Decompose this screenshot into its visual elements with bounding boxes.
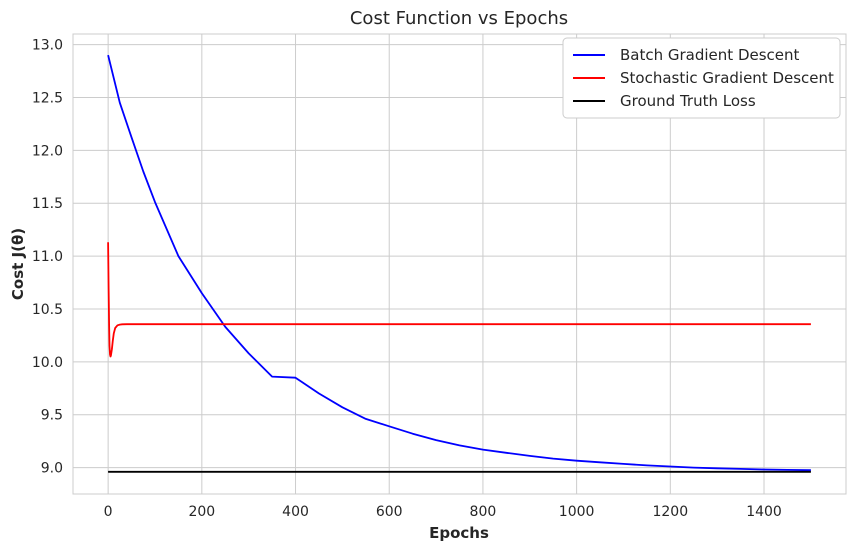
x-tick-labels: 0 200 400 600 800 1000 1200 1400: [104, 504, 782, 520]
legend-item: Batch Gradient Descent: [573, 46, 800, 64]
series-group: [107, 54, 811, 473]
x-tick-label: 800: [470, 504, 497, 520]
y-tick-label: 11.5: [32, 196, 63, 212]
legend-box: [562, 37, 841, 119]
plot-area-border: [72, 33, 847, 495]
x-tick-label: 1400: [746, 504, 782, 520]
x-axis-title: Epochs: [429, 524, 489, 542]
y-tick-label: 11.0: [32, 249, 63, 265]
series-line-stochastic-gradient-descent: [107, 242, 811, 358]
x-tick-label: 0: [104, 504, 113, 520]
legend-item: Ground Truth Loss: [573, 92, 756, 110]
y-tick-label: 9.0: [41, 461, 63, 477]
y-tick-label: 12.0: [32, 143, 63, 159]
y-tick-labels: 9.0 9.5 10.0 10.5 11.0 11.5 12.0 12.5 13.0: [32, 38, 63, 477]
y-tick-label: 12.5: [32, 90, 63, 106]
y-axis-title: Cost J(θ): [9, 228, 27, 300]
y-tick-label: 13.0: [32, 38, 63, 54]
x-tick-label: 200: [188, 504, 215, 520]
y-tick-label: 9.5: [41, 408, 63, 424]
legend-label: Stochastic Gradient Descent: [620, 69, 834, 87]
plot-frame: [72, 33, 847, 495]
legend-label: Batch Gradient Descent: [620, 46, 800, 64]
x-tick-label: 600: [376, 504, 403, 520]
x-tick-label: 1000: [559, 504, 595, 520]
x-tick-label: 400: [282, 504, 309, 520]
x-tick-label: 1200: [652, 504, 688, 520]
series-line-batch-gradient-descent: [107, 54, 811, 472]
legend: Batch Gradient Descent Stochastic Gradie…: [562, 37, 841, 119]
y-tick-label: 10.0: [32, 355, 63, 371]
legend-label: Ground Truth Loss: [620, 92, 756, 110]
legend-item: Stochastic Gradient Descent: [573, 69, 834, 87]
y-tick-label: 10.5: [32, 302, 63, 318]
chart-title: Cost Function vs Epochs: [350, 8, 568, 29]
